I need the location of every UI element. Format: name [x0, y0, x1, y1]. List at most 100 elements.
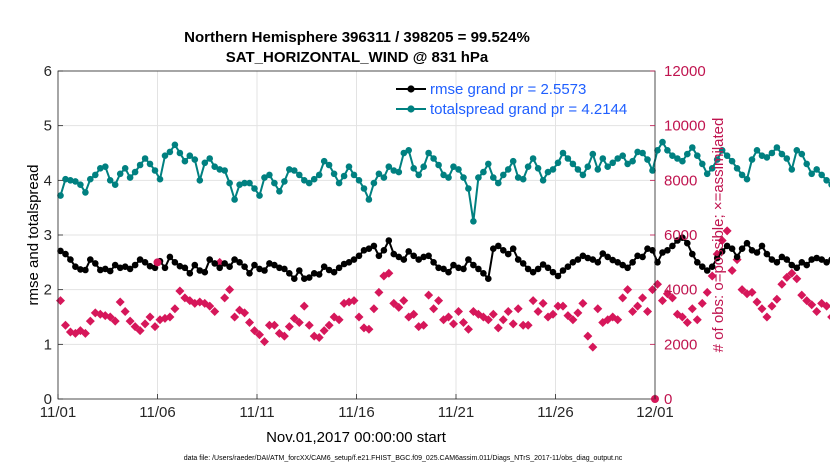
rmse-point: [166, 253, 174, 261]
totalspread-point: [544, 168, 552, 176]
totalspread-point: [176, 149, 184, 157]
obs-assimilated-marker: [225, 285, 235, 295]
rmse-point: [798, 259, 806, 266]
totalspread-point: [574, 166, 582, 173]
obs-assimilated-marker: [488, 309, 498, 319]
rmse-point: [236, 259, 243, 266]
totalspread-point: [405, 147, 413, 154]
obs-possible-marker: [153, 258, 162, 267]
rmse-point: [738, 245, 746, 252]
totalspread-point: [291, 167, 298, 174]
rmse-point: [669, 242, 676, 250]
rmse-point: [584, 254, 592, 262]
rmse-point: [131, 261, 139, 269]
totalspread-point: [823, 177, 830, 184]
series-totalspread: [57, 138, 830, 225]
rmse-point: [266, 260, 273, 267]
y-left-tick-label: 3: [44, 227, 52, 244]
x-tick-label: 11/06: [139, 404, 175, 421]
obs-assimilated-marker: [279, 331, 289, 341]
rmse-point: [136, 256, 144, 263]
rmse-point: [256, 265, 263, 273]
totalspread-point: [644, 156, 651, 163]
obs-assimilated-marker: [593, 304, 603, 314]
totalspread-point: [251, 185, 258, 192]
rmse-point: [116, 264, 124, 272]
rmse-point: [549, 268, 557, 276]
rmse-point: [400, 256, 408, 263]
totalspread-point: [708, 165, 716, 172]
obs-assimilated-marker: [737, 285, 747, 295]
totalspread-point: [455, 166, 462, 173]
obs-assimilated-marker: [170, 304, 180, 314]
totalspread-point: [286, 166, 293, 173]
x-tick-label: 11/01: [40, 404, 76, 421]
obs-assimilated-marker: [697, 298, 707, 308]
rmse-point: [490, 245, 497, 252]
totalspread-point: [793, 147, 801, 154]
totalspread-point: [788, 166, 796, 173]
totalspread-point: [315, 171, 323, 179]
rmse-point: [644, 245, 651, 252]
obs-assimilated-marker: [60, 320, 70, 330]
obs-assimilated-marker: [618, 293, 628, 303]
rmse-point: [649, 247, 656, 254]
obs-assimilated-marker: [747, 287, 757, 297]
totalspread-point: [340, 172, 348, 180]
obs-assimilated-marker: [269, 320, 279, 330]
totalspread-point: [410, 165, 418, 172]
rmse-point: [92, 260, 99, 267]
totalspread-point: [305, 179, 313, 187]
totalspread-point: [679, 157, 686, 165]
legend: rmse grand pr = 2.5573 totalspread grand…: [396, 81, 627, 118]
obs-assimilated-marker: [294, 317, 304, 327]
rmse-point: [296, 267, 303, 274]
obs-assimilated-marker: [553, 301, 563, 311]
totalspread-point: [385, 163, 393, 170]
obs-assimilated-marker: [797, 290, 807, 300]
rmse-point: [554, 272, 562, 280]
rmse-point: [281, 265, 288, 273]
obs-assimilated-marker: [304, 320, 314, 330]
totalspread-point: [699, 160, 706, 168]
rmse-point: [335, 264, 343, 272]
rmse-point: [589, 256, 597, 263]
obs-assimilated-marker: [578, 298, 588, 308]
totalspread-point: [564, 155, 572, 162]
obs-assimilated-marker: [687, 304, 697, 314]
rmse-point: [246, 270, 253, 277]
rmse-point: [753, 249, 761, 256]
totalspread-point: [355, 177, 363, 184]
rmse-point: [748, 247, 756, 254]
rmse-point: [694, 259, 701, 266]
totalspread-point: [569, 160, 577, 168]
totalspread-point: [266, 171, 273, 179]
obs-assimilated-marker: [802, 296, 812, 306]
totalspread-point: [246, 179, 253, 187]
obs-assimilated-marker: [314, 333, 324, 342]
totalspread-point: [818, 171, 825, 179]
obs-assimilated-marker: [613, 315, 623, 325]
obs-assimilated-marker: [205, 301, 215, 311]
obs-assimilated-marker: [284, 322, 294, 332]
rmse-point: [713, 254, 721, 262]
obs-assimilated-marker: [334, 315, 344, 325]
obs-assimilated-marker: [245, 317, 255, 327]
y-axis-right-label: # of obs: o=possible; ×=assimilated: [710, 118, 727, 353]
rmse-point: [689, 250, 696, 258]
totalspread-point: [509, 157, 517, 165]
obs-assimilated-marker: [175, 286, 185, 296]
x-tick-label: 11/21: [438, 404, 474, 421]
obs-assimilated-marker: [374, 287, 384, 297]
y-right-tick-label: 4000: [664, 282, 697, 299]
totalspread-point: [236, 181, 243, 188]
totalspread-point: [495, 179, 502, 187]
totalspread-point: [330, 170, 338, 178]
totalspread-point: [549, 166, 557, 173]
obs-assimilated-marker: [762, 312, 772, 322]
obs-assimilated-marker: [727, 266, 737, 276]
totalspread-point: [106, 177, 114, 184]
legend-spread-label: totalspread grand pr = 4.2144: [430, 101, 627, 118]
obs-assimilated-marker: [399, 296, 409, 306]
